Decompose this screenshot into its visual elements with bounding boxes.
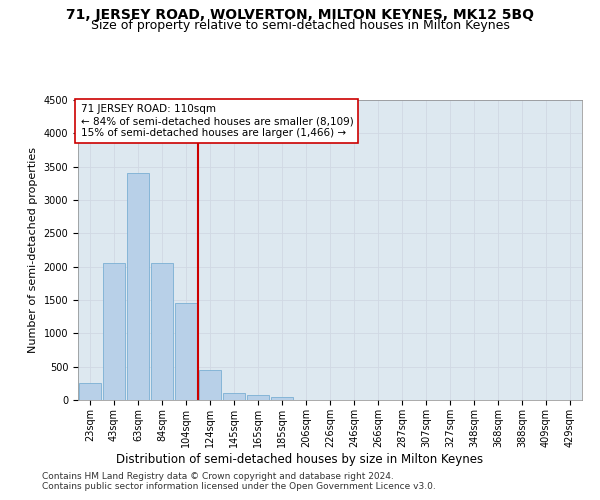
Bar (127, 174, 149, 400)
Text: 71, JERSEY ROAD, WOLVERTON, MILTON KEYNES, MK12 5BQ: 71, JERSEY ROAD, WOLVERTON, MILTON KEYNE… (66, 8, 534, 22)
Text: Contains HM Land Registry data © Crown copyright and database right 2024.: Contains HM Land Registry data © Crown c… (42, 472, 394, 481)
Y-axis label: Number of semi-detached properties: Number of semi-detached properties (28, 147, 38, 353)
Bar (271, 396, 293, 400)
Text: Distribution of semi-detached houses by size in Milton Keynes: Distribution of semi-detached houses by … (116, 452, 484, 466)
Bar (247, 396, 269, 400)
Text: Size of property relative to semi-detached houses in Milton Keynes: Size of property relative to semi-detach… (91, 19, 509, 32)
Bar (103, 264, 125, 400)
Bar (175, 304, 197, 400)
Bar (151, 264, 173, 400)
Text: Contains public sector information licensed under the Open Government Licence v3: Contains public sector information licen… (42, 482, 436, 491)
Bar (79, 384, 101, 400)
Bar (223, 394, 245, 400)
Bar (199, 370, 221, 400)
Text: 71 JERSEY ROAD: 110sqm
← 84% of semi-detached houses are smaller (8,109)
15% of : 71 JERSEY ROAD: 110sqm ← 84% of semi-det… (80, 104, 353, 138)
